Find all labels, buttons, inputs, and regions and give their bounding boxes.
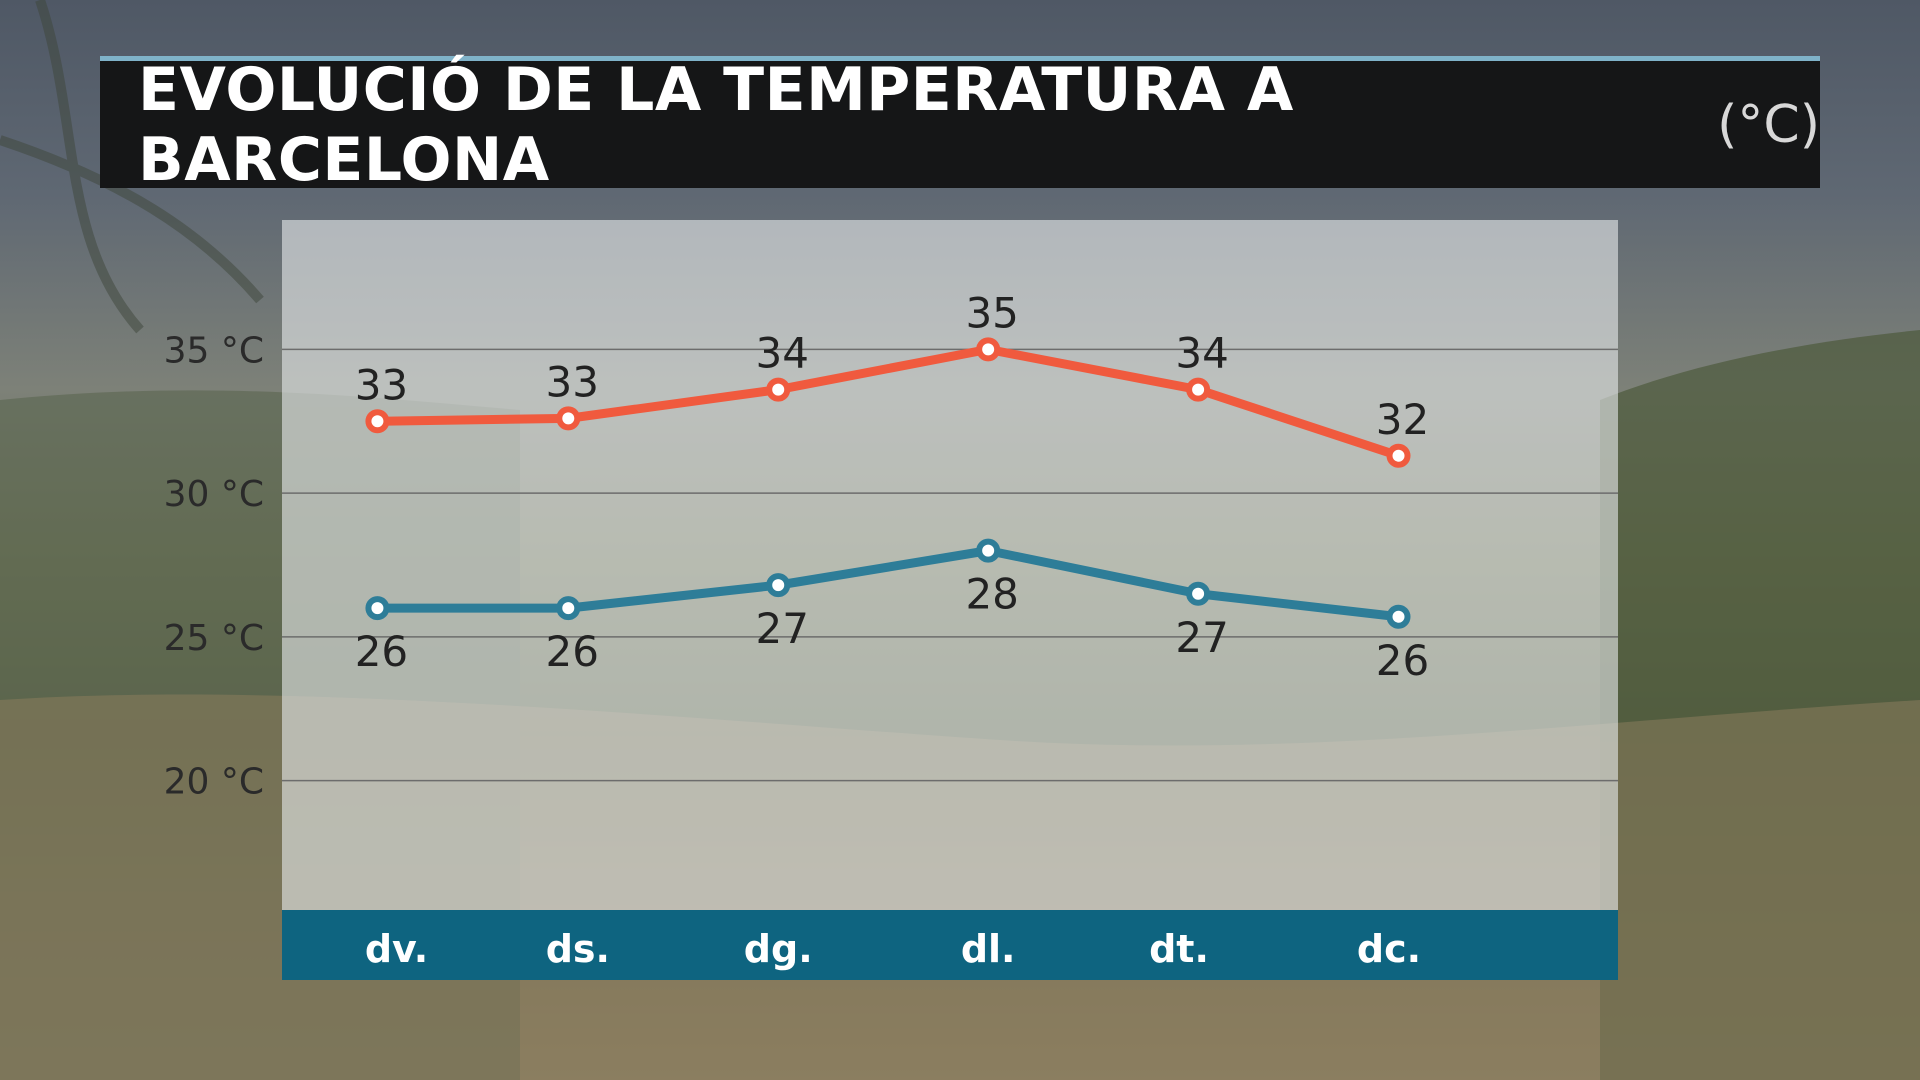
x-axis-day-label: dc. (1357, 927, 1421, 971)
min-value-label: 27 (756, 604, 809, 653)
min-temperature-line (372, 546, 1404, 622)
min-point-ds. (556, 596, 581, 621)
min-point-dt. (1186, 581, 1211, 606)
chart-title: EVOLUCIÓ DE LA TEMPERATURA A BARCELONA (138, 54, 1294, 195)
max-value-label: 34 (756, 329, 809, 378)
max-point-dt. (1186, 377, 1211, 402)
x-axis-day-label: dt. (1149, 927, 1209, 971)
x-axis-day-label: dg. (744, 927, 813, 971)
min-point-dl. (976, 538, 1001, 563)
x-axis-day-label: dv. (365, 927, 428, 971)
y-axis-ticks: 20 °C 25 °C 30 °C 35 °C (164, 330, 264, 802)
y-tick-label: 20 °C (164, 762, 264, 803)
max-point-ds. (556, 406, 581, 431)
plot-panel (282, 220, 1618, 910)
grid-lines (282, 348, 1618, 782)
max-value-label: 33 (355, 360, 408, 409)
max-point-dv. (365, 409, 390, 434)
y-tick-label: 30 °C (164, 474, 264, 515)
y-tick-label: 25 °C (164, 618, 264, 659)
min-value-label: 26 (1376, 636, 1429, 685)
min-value-label: 26 (355, 627, 408, 676)
max-point-dg. (766, 377, 791, 402)
value-labels: 33 33 34 35 34 32 26 26 27 28 27 26 (355, 288, 1430, 684)
min-point-dv. (365, 596, 390, 621)
min-value-label: 26 (546, 627, 599, 676)
series-layer (365, 337, 1411, 629)
max-value-label: 35 (965, 288, 1018, 337)
chart-title-unit: (°C) (1717, 94, 1820, 155)
day-axis-strip (282, 910, 1618, 980)
x-axis-day-label: ds. (546, 927, 610, 971)
min-point-dc. (1386, 604, 1411, 629)
max-value-label: 32 (1376, 395, 1429, 444)
max-temperature-line (372, 344, 1404, 461)
x-axis-labels: dv. ds. dg. dl. dt. dc. (365, 927, 1421, 971)
y-tick-label: 35 °C (164, 330, 264, 371)
min-value-label: 27 (1175, 613, 1228, 662)
min-point-dg. (766, 573, 791, 598)
max-point-dc. (1386, 443, 1411, 468)
title-bar: EVOLUCIÓ DE LA TEMPERATURA A BARCELONA (… (100, 55, 1820, 195)
max-point-dl. (976, 337, 1001, 362)
x-axis-day-label: dl. (961, 927, 1016, 971)
max-value-label: 34 (1175, 329, 1228, 378)
min-value-label: 28 (965, 570, 1018, 619)
max-value-label: 33 (546, 357, 599, 406)
